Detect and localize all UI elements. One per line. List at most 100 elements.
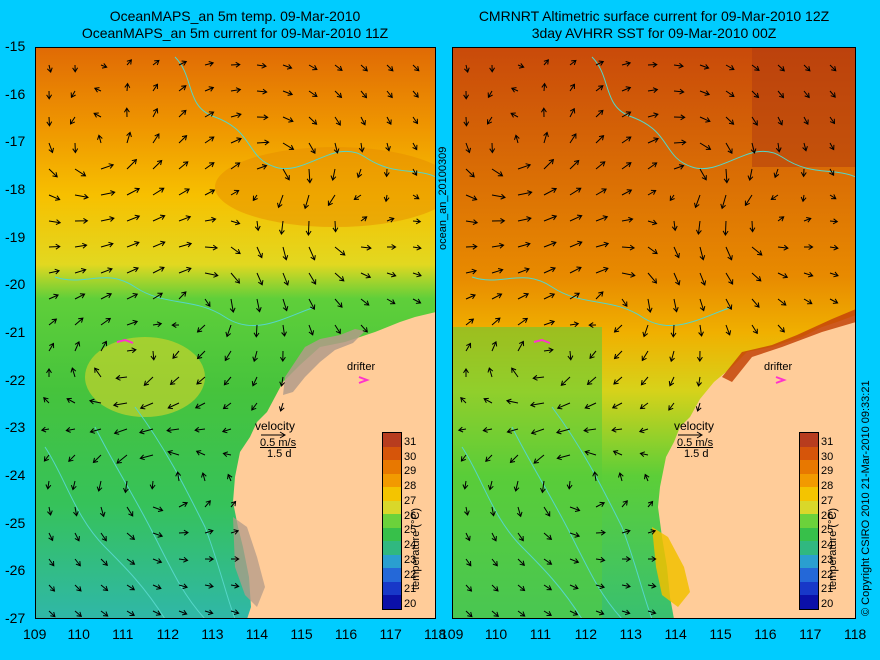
- current-arrow: [171, 322, 180, 329]
- current-arrow: [611, 402, 623, 409]
- current-arrow: [93, 112, 102, 118]
- velocity-label: velocity: [255, 419, 296, 433]
- current-arrow: [511, 367, 519, 378]
- current-arrow: [230, 189, 240, 196]
- current-arrow: [491, 193, 506, 200]
- current-arrow: [751, 272, 762, 282]
- current-arrow: [204, 111, 215, 118]
- latitude-tick-label: -25: [5, 514, 26, 531]
- left-title-line1: OceanMAPS_an 5m temp. 09-Mar-2010: [109, 8, 361, 24]
- current-arrow: [152, 558, 163, 564]
- current-arrow: [800, 194, 807, 203]
- latitude-tick-label: -18: [5, 181, 26, 197]
- current-arrow: [698, 324, 704, 337]
- current-arrow: [722, 220, 729, 236]
- current-arrow: [45, 480, 52, 490]
- colorbar-segment: [800, 581, 818, 596]
- bathymetry-contours: [461, 56, 856, 619]
- current-arrow: [695, 220, 702, 236]
- current-arrow: [465, 558, 472, 567]
- colorbar-segment: [800, 446, 818, 461]
- longitude-tick-label: 116: [754, 626, 777, 642]
- coastal-warm-water: [722, 309, 856, 382]
- current-arrow: [673, 114, 686, 121]
- current-arrow: [126, 610, 136, 616]
- left-map-panel: drifter velocity 0.5 m/s 1.5 d: [35, 47, 436, 619]
- colorbar-segment: [800, 595, 818, 610]
- current-arrow: [517, 317, 529, 326]
- current-arrow: [569, 321, 580, 328]
- current-arrow: [777, 116, 783, 126]
- current-arrow: [74, 193, 89, 200]
- current-arrow: [646, 298, 653, 314]
- current-arrow: [803, 64, 811, 72]
- current-arrow: [487, 90, 493, 99]
- current-arrow: [803, 298, 813, 305]
- current-arrow: [126, 293, 139, 300]
- current-arrow: [124, 82, 131, 92]
- current-arrow: [777, 244, 789, 251]
- current-arrow: [621, 244, 636, 251]
- current-arrow: [204, 609, 214, 616]
- current-arrow: [491, 217, 506, 224]
- current-arrow: [638, 427, 649, 434]
- current-arrow: [282, 90, 294, 96]
- colorbar-segment: [383, 487, 401, 502]
- current-arrow: [465, 610, 473, 618]
- current-arrow: [465, 532, 471, 542]
- longitude-tick-label: 111: [529, 626, 552, 642]
- current-arrow: [517, 267, 530, 274]
- current-arrow: [282, 64, 293, 70]
- current-arrow: [334, 246, 346, 256]
- current-arrow: [386, 271, 397, 278]
- current-arrow: [673, 246, 680, 259]
- current-arrow: [327, 194, 336, 207]
- current-arrow: [386, 298, 396, 305]
- current-arrow: [595, 134, 605, 144]
- current-arrow: [669, 350, 675, 363]
- colorbar-tick-label: 22: [821, 568, 834, 581]
- current-arrow: [72, 142, 79, 154]
- current-arrow: [491, 340, 498, 352]
- current-arrow: [647, 272, 658, 284]
- current-arrow: [100, 216, 115, 222]
- current-arrow: [256, 114, 269, 121]
- current-arrow: [569, 83, 576, 92]
- current-arrow: [126, 131, 132, 144]
- current-arrow: [100, 610, 109, 617]
- current-arrow: [100, 267, 113, 274]
- current-arrow: [491, 532, 497, 542]
- current-arrow: [647, 246, 658, 255]
- current-arrow: [543, 293, 556, 300]
- current-arrow: [282, 298, 289, 312]
- current-arrow: [251, 376, 258, 387]
- current-arrow: [100, 558, 108, 566]
- current-arrow: [725, 246, 733, 261]
- current-arrow: [152, 532, 164, 538]
- current-arrow: [282, 246, 289, 261]
- left-title-line2: OceanMAPS_an 5m current for 09-Mar-2010 …: [81, 25, 389, 41]
- current-arrow: [670, 324, 677, 338]
- current-arrow: [256, 272, 264, 286]
- current-arrow: [48, 318, 58, 326]
- current-arrow: [74, 610, 83, 618]
- current-arrow: [152, 59, 160, 66]
- current-arrow: [412, 218, 422, 225]
- current-arrow: [642, 324, 649, 338]
- velocity-legend-arrow: [261, 431, 286, 439]
- current-arrow: [595, 188, 607, 196]
- current-arrow: [48, 342, 55, 352]
- current-arrow: [230, 529, 240, 535]
- current-arrow: [152, 133, 160, 144]
- current-arrow: [152, 83, 159, 92]
- current-arrow: [569, 558, 580, 564]
- current-arrow: [829, 116, 836, 125]
- current-arrow: [68, 454, 76, 462]
- current-arrow: [621, 609, 631, 616]
- drifter-label: drifter: [764, 361, 793, 373]
- current-arrow: [613, 350, 623, 360]
- current-arrow: [308, 246, 316, 261]
- current-arrow: [532, 374, 545, 381]
- current-arrow: [483, 397, 493, 404]
- current-arrow: [178, 215, 192, 222]
